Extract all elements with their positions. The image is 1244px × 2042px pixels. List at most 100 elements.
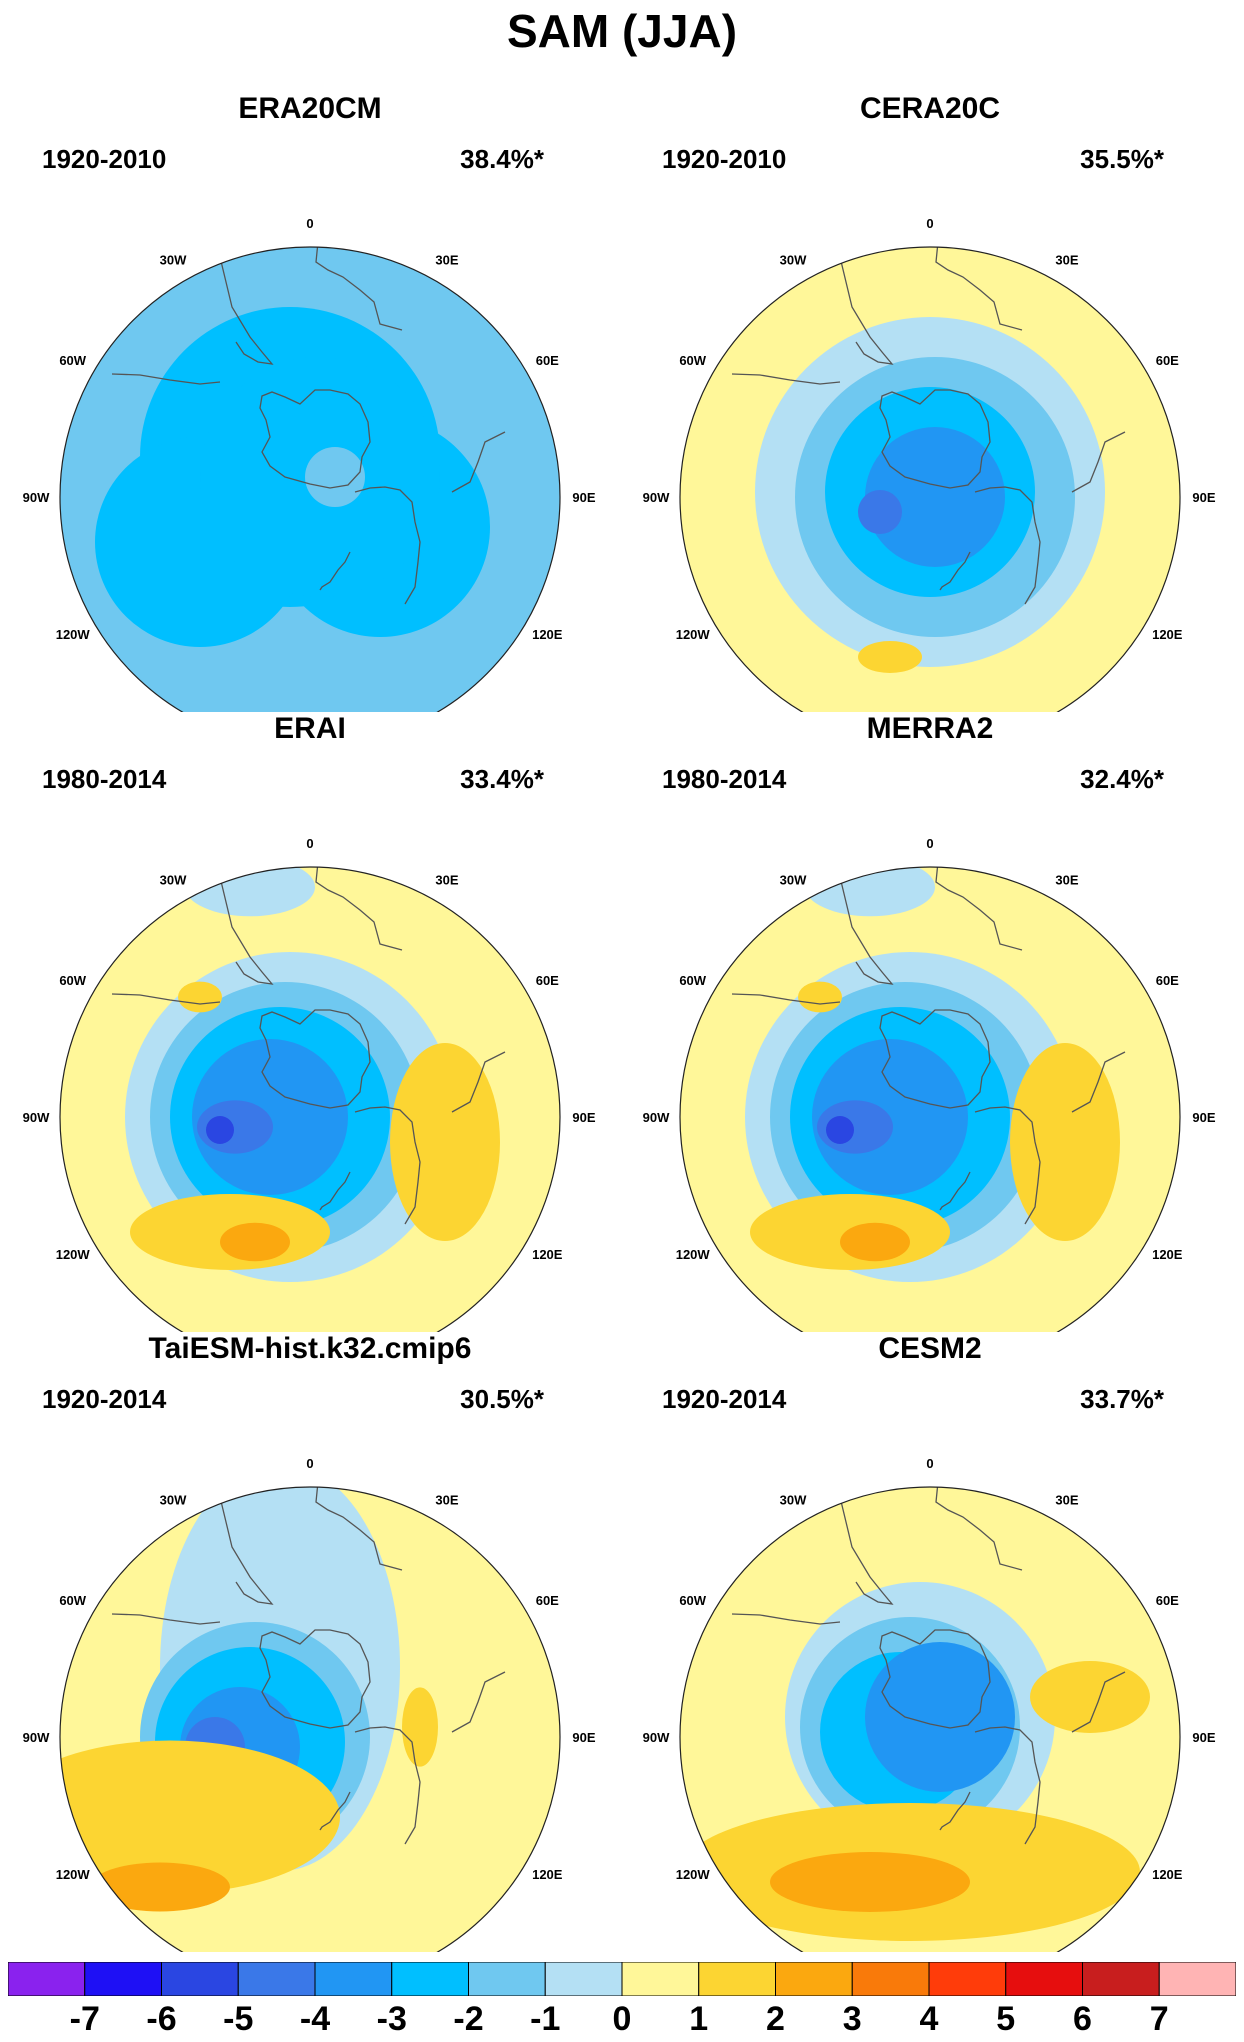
coastline bbox=[319, 1171, 351, 1211]
coastline bbox=[935, 1487, 1023, 1571]
longitude-label: 0 bbox=[306, 836, 313, 851]
longitude-label: 30E bbox=[435, 873, 458, 888]
colorbar-swatch bbox=[698, 1962, 776, 1996]
polar-map: 030E60E90E120E150E180150W120W90W60W30W bbox=[23, 1456, 596, 1952]
contour-region bbox=[1010, 1043, 1120, 1241]
map-panel-merra2: 030E60E90E120E150E180150W120W90W60W30WME… bbox=[620, 712, 1240, 1332]
longitude-label: 90W bbox=[643, 490, 670, 505]
colorbar-swatch bbox=[468, 1962, 546, 1996]
coastline bbox=[259, 1629, 371, 1729]
longitude-label: 30E bbox=[1055, 873, 1078, 888]
longitude-label: 90W bbox=[643, 1730, 670, 1745]
explained-variance: 35.5%* bbox=[1080, 144, 1164, 174]
contour-region bbox=[206, 1116, 234, 1144]
longitude-label: 60E bbox=[536, 1593, 559, 1608]
longitude-label: 90E bbox=[572, 1730, 595, 1745]
coastline bbox=[939, 1791, 971, 1831]
contour-region bbox=[1030, 1661, 1150, 1733]
longitude-label: 120E bbox=[532, 1867, 563, 1882]
contour-region bbox=[865, 427, 1005, 567]
coastline bbox=[879, 1629, 991, 1729]
longitude-label: 90E bbox=[1192, 1730, 1215, 1745]
coastline bbox=[935, 867, 1023, 951]
colorbar-swatch bbox=[851, 1962, 930, 1996]
coastline bbox=[259, 389, 371, 489]
longitude-label: 30W bbox=[780, 873, 807, 888]
map-panel-cera20c: 030E60E90E120E150E180150W120W90W60W30WCE… bbox=[620, 92, 1240, 712]
colorbar-swatch bbox=[237, 1962, 316, 1996]
coastline bbox=[1071, 1671, 1126, 1733]
coastline bbox=[451, 1051, 506, 1113]
polar-map: 030E60E90E120E150E180150W120W90W60W30W bbox=[643, 216, 1216, 712]
colorbar-swatch bbox=[161, 1962, 239, 1996]
contour-region bbox=[185, 867, 315, 917]
colorbar-label: 7 bbox=[1149, 2000, 1169, 2038]
panel-title: MERRA2 bbox=[866, 712, 994, 745]
coastline bbox=[354, 1106, 421, 1225]
longitude-label: 90W bbox=[23, 1730, 50, 1745]
explained-variance: 32.4%* bbox=[1080, 764, 1164, 794]
coastline bbox=[451, 431, 506, 493]
map-border bbox=[679, 246, 1181, 712]
coastline bbox=[1071, 1051, 1126, 1113]
coastline bbox=[451, 1671, 506, 1733]
coastline bbox=[315, 1487, 403, 1571]
coastline bbox=[315, 247, 403, 331]
coastline bbox=[974, 1106, 1041, 1225]
map-panel-era20cm: 030E60E90E120E150E180150W120W90W60W30WER… bbox=[0, 92, 620, 712]
coastline bbox=[111, 1613, 221, 1625]
coastline bbox=[259, 1009, 371, 1109]
map-border bbox=[59, 246, 561, 712]
longitude-label: 60W bbox=[679, 1593, 706, 1608]
colorbar-swatch bbox=[775, 1962, 853, 1996]
colorbar-swatch bbox=[544, 1962, 623, 1996]
colorbar-labels: -7 -6 -5 -4 -3 -2 -1 0 1 2 3 4 5 6 7 bbox=[0, 2000, 1244, 2042]
colorbar-label: 2 bbox=[766, 2000, 785, 2038]
colorbar-label: -5 bbox=[223, 2000, 254, 2038]
map-panel-taiesm-hist-k32-cmip6: 030E60E90E120E150E180150W120W90W60W30WTa… bbox=[0, 1332, 620, 1952]
longitude-label: 60E bbox=[1156, 353, 1179, 368]
colorbar-label: -7 bbox=[69, 2000, 100, 2038]
period-label: 1920-2014 bbox=[662, 1384, 787, 1414]
coastline bbox=[315, 867, 403, 951]
longitude-label: 90W bbox=[23, 1110, 50, 1125]
period-label: 1920-2014 bbox=[42, 1384, 167, 1414]
contour-region bbox=[858, 641, 922, 673]
longitude-label: 60W bbox=[59, 1593, 86, 1608]
panel-title: ERAI bbox=[274, 712, 346, 745]
coastline bbox=[354, 1726, 421, 1845]
coastline bbox=[111, 993, 221, 1005]
coastline bbox=[939, 551, 971, 591]
panel-title: ERA20CM bbox=[238, 92, 382, 125]
longitude-label: 0 bbox=[926, 1456, 933, 1471]
polar-map: 030E60E90E120E150E180150W120W90W60W30W bbox=[643, 836, 1216, 1332]
longitude-label: 0 bbox=[306, 216, 313, 231]
longitude-label: 120E bbox=[1152, 1247, 1183, 1262]
period-label: 1920-2010 bbox=[662, 144, 787, 174]
longitude-label: 120E bbox=[1152, 1867, 1183, 1882]
coastline bbox=[879, 1009, 991, 1109]
contour-region bbox=[770, 1852, 970, 1912]
longitude-label: 90E bbox=[1192, 490, 1215, 505]
longitude-label: 90E bbox=[1192, 1110, 1215, 1125]
colorbar-swatch bbox=[8, 1962, 86, 1996]
longitude-label: 30W bbox=[160, 1493, 187, 1508]
coastline bbox=[111, 373, 221, 385]
coastline bbox=[974, 486, 1041, 605]
longitude-label: 60E bbox=[536, 353, 559, 368]
contour-region bbox=[840, 1222, 910, 1262]
contour-region bbox=[805, 867, 935, 917]
polar-map: 030E60E90E120E150E180150W120W90W60W30W bbox=[23, 836, 596, 1332]
longitude-label: 90W bbox=[23, 490, 50, 505]
contour-region bbox=[90, 1862, 230, 1912]
colorbar-label: -3 bbox=[376, 2000, 407, 2038]
polar-map: 030E60E90E120E150E180150W120W90W60W30W bbox=[23, 216, 596, 712]
longitude-label: 120W bbox=[56, 627, 91, 642]
contour-region bbox=[798, 981, 842, 1013]
coastline bbox=[839, 247, 894, 365]
period-label: 1980-2014 bbox=[662, 764, 787, 794]
longitude-label: 90W bbox=[643, 1110, 670, 1125]
longitude-label: 30W bbox=[780, 253, 807, 268]
colorbar-label: -6 bbox=[146, 2000, 177, 2038]
coastline bbox=[731, 993, 841, 1005]
